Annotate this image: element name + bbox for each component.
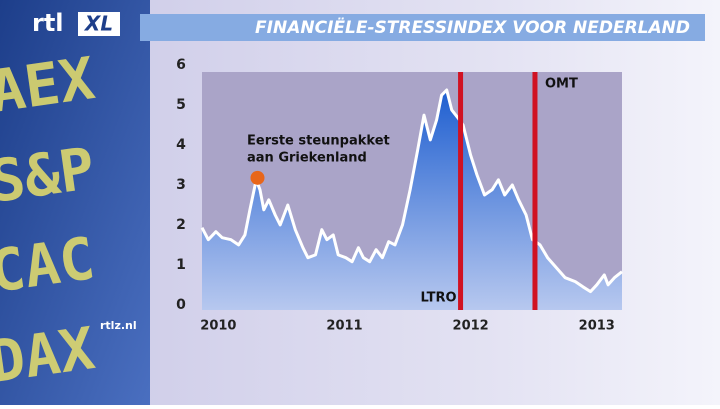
event-label: OMT bbox=[545, 77, 578, 92]
x-tick-label: 2011 bbox=[326, 319, 362, 334]
y-tick-label: 4 bbox=[176, 137, 186, 153]
highlight-dot bbox=[250, 170, 265, 185]
x-tick-label: 2012 bbox=[453, 319, 489, 334]
x-tick-label: 2010 bbox=[200, 319, 236, 334]
y-tick-label: 2 bbox=[176, 217, 186, 233]
logo: rtl XL bbox=[32, 9, 120, 37]
line bbox=[200, 88, 623, 294]
chart: 0 1 2 3 4 5 6 2010 2011 2012 2013 LTRO OMT Eerste ste… bbox=[176, 57, 623, 334]
y-tick-label: 3 bbox=[176, 177, 186, 193]
logo-xl: XL bbox=[83, 12, 113, 36]
ticker-text: DAX bbox=[0, 314, 99, 396]
chart-title: FINANCIËLE-STRESSINDEX VOOR NEDERLAND bbox=[255, 16, 690, 38]
header-bar bbox=[140, 14, 705, 41]
logo-rtl: rtl bbox=[32, 9, 64, 37]
ticker-text: CAC bbox=[0, 224, 99, 306]
ticker-text: AEX bbox=[0, 44, 99, 126]
area-fill bbox=[202, 90, 622, 310]
event-line bbox=[532, 72, 538, 310]
ticker-board bbox=[0, 0, 150, 405]
y-tick-label: 1 bbox=[176, 257, 186, 273]
y-tick-label: 5 bbox=[176, 97, 186, 113]
y-tick-label: 0 bbox=[176, 297, 186, 313]
ticker-text: S&P bbox=[0, 134, 99, 216]
y-tick-label: 6 bbox=[176, 57, 186, 73]
highlight-label: aan Griekenland bbox=[247, 151, 367, 166]
event-line bbox=[458, 72, 464, 310]
website: rtlz.nl bbox=[100, 319, 137, 332]
x-tick-label: 2013 bbox=[579, 319, 615, 334]
event-label: LTRO bbox=[420, 291, 456, 306]
highlight-label: Eerste steunpakket bbox=[247, 134, 390, 149]
logo-box bbox=[78, 12, 120, 36]
